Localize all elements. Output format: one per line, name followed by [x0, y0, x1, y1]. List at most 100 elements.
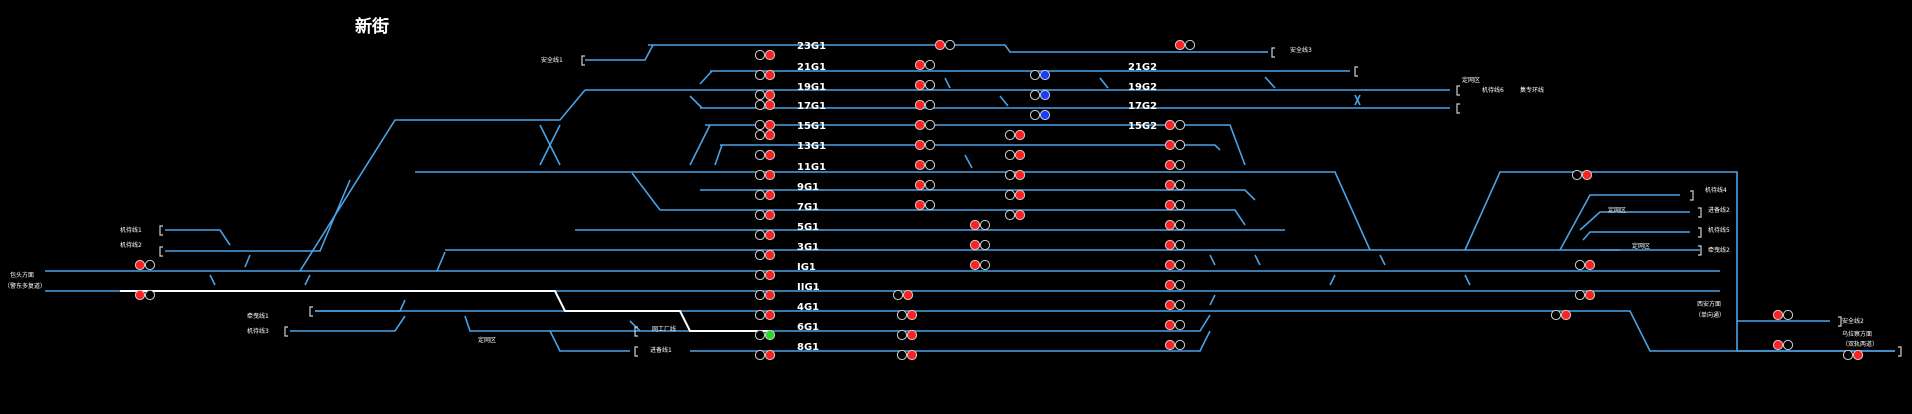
signal-col4-2[interactable] [1164, 159, 1186, 171]
switch-right-b[interactable] [1254, 254, 1261, 266]
signal-col2-1[interactable] [914, 79, 936, 91]
signal-col2-6[interactable] [914, 179, 936, 191]
switch-7-a[interactable] [631, 172, 661, 211]
track-machine2[interactable] [165, 179, 351, 252]
signal-col1-12[interactable] [754, 269, 776, 281]
signal-4G1-a[interactable] [892, 289, 914, 301]
signal-col2-7[interactable] [914, 199, 936, 211]
switch-right-c[interactable] [1379, 254, 1386, 266]
signal-col1-10[interactable] [754, 229, 776, 241]
signal-col1-13[interactable] [754, 289, 776, 301]
signal-col1-8[interactable] [754, 189, 776, 201]
signal-17G2-shunt[interactable] [1029, 109, 1051, 121]
track-wucha[interactable] [1736, 321, 1895, 352]
switch-left-d[interactable] [436, 251, 446, 272]
switch-right-a[interactable] [1209, 254, 1216, 266]
signal-col1-9[interactable] [754, 209, 776, 221]
signal-23G1-a[interactable] [934, 39, 956, 51]
switch-13-a[interactable] [714, 144, 723, 166]
switch-right-f[interactable] [1209, 294, 1216, 306]
track-machine4[interactable] [1559, 194, 1680, 251]
signal-8G1-a[interactable] [896, 349, 918, 361]
signal-right-1[interactable] [1571, 169, 1593, 181]
signal-col1-3[interactable] [754, 99, 776, 111]
switch-left-c[interactable] [304, 274, 311, 286]
signal-right-7[interactable] [1842, 349, 1864, 361]
signal-col3-3[interactable] [1004, 189, 1026, 201]
track-crossover-x2[interactable] [539, 124, 561, 166]
signal-col1-5[interactable] [754, 129, 776, 141]
switch-right-d[interactable] [1329, 274, 1336, 286]
track-right-ladder[interactable] [1464, 171, 1780, 322]
track-approach1[interactable] [549, 330, 630, 352]
track-15G1[interactable] [705, 124, 1246, 166]
switch-left-a[interactable] [209, 274, 216, 286]
track-23G1[interactable] [648, 44, 1260, 53]
signal-right-5[interactable] [1772, 309, 1794, 321]
track-left-ladder[interactable] [299, 89, 586, 272]
signal-col1-0[interactable] [754, 49, 776, 61]
track-crossover-right2[interactable] [1354, 94, 1361, 106]
signal-col4-10[interactable] [1164, 319, 1186, 331]
signal-col4-11[interactable] [1164, 339, 1186, 351]
signal-col4-3[interactable] [1164, 179, 1186, 191]
track-6G1[interactable] [640, 314, 1211, 332]
signal-col3b-0[interactable] [969, 219, 991, 231]
signal-col4-4[interactable] [1164, 199, 1186, 211]
signal-col1-15[interactable] [754, 329, 776, 341]
switch-left-b[interactable] [244, 254, 251, 268]
switch-19-b[interactable] [1099, 77, 1109, 89]
signal-col1-16[interactable] [754, 349, 776, 361]
signal-col1-14[interactable] [754, 309, 776, 321]
track-13G1[interactable] [720, 144, 1221, 151]
track-11G1[interactable] [415, 171, 1371, 251]
track-8G1[interactable] [690, 330, 1211, 352]
switch-19-a[interactable] [944, 77, 951, 89]
signal-col1-11[interactable] [754, 249, 776, 261]
signal-col2-3[interactable] [914, 119, 936, 131]
signal-col1-4[interactable] [754, 119, 776, 131]
track-7G1[interactable] [660, 209, 1246, 226]
signal-col3-0[interactable] [1004, 129, 1026, 141]
switch-right-e[interactable] [1464, 274, 1471, 286]
track-approach2[interactable] [1579, 211, 1690, 231]
switch-21-a[interactable] [699, 70, 713, 85]
signal-col1-2[interactable] [754, 89, 776, 101]
track-machine3[interactable] [290, 315, 406, 332]
signal-col1-1[interactable] [754, 69, 776, 81]
signal-23G1-b[interactable] [1174, 39, 1196, 51]
signal-19G2-shunt[interactable] [1029, 89, 1051, 101]
switch-11-a[interactable] [964, 154, 973, 169]
signal-entry-IG1[interactable] [134, 259, 156, 271]
switch-21-b[interactable] [1264, 76, 1276, 89]
track-machine1[interactable] [165, 229, 231, 246]
signal-col4-0[interactable] [1164, 119, 1186, 131]
signal-col4-6[interactable] [1164, 239, 1186, 251]
signal-col3-1[interactable] [1004, 149, 1026, 161]
signal-6G1-a[interactable] [896, 309, 918, 321]
signal-col2-0[interactable] [914, 59, 936, 71]
signal-col4-1[interactable] [1164, 139, 1186, 151]
track-factory[interactable] [629, 320, 641, 332]
signal-col2-5[interactable] [914, 159, 936, 171]
signal-col3-2[interactable] [1004, 169, 1026, 181]
track-machine5[interactable] [1582, 231, 1690, 241]
signal-right-6[interactable] [1772, 339, 1794, 351]
signal-6G1-b[interactable] [896, 329, 918, 341]
track-9G1[interactable] [700, 189, 1256, 201]
signal-entry-IIG1[interactable] [134, 289, 156, 301]
signal-col1-6[interactable] [754, 149, 776, 161]
signal-col3b-2[interactable] [969, 259, 991, 271]
signal-col4-8[interactable] [1164, 279, 1186, 291]
signal-right-3[interactable] [1574, 289, 1596, 301]
signal-col3b-1[interactable] [969, 239, 991, 251]
track-shunting1[interactable] [315, 299, 406, 312]
switch-15-a[interactable] [689, 124, 711, 166]
switch-17-b[interactable] [999, 95, 1009, 107]
signal-col2-2[interactable] [914, 99, 936, 111]
signal-21G2-shunt[interactable] [1029, 69, 1051, 81]
signal-right-4[interactable] [1550, 309, 1572, 321]
signal-col3-4[interactable] [1004, 209, 1026, 221]
track-dingwang-bottom[interactable] [464, 315, 640, 332]
signal-col1-7[interactable] [754, 169, 776, 181]
